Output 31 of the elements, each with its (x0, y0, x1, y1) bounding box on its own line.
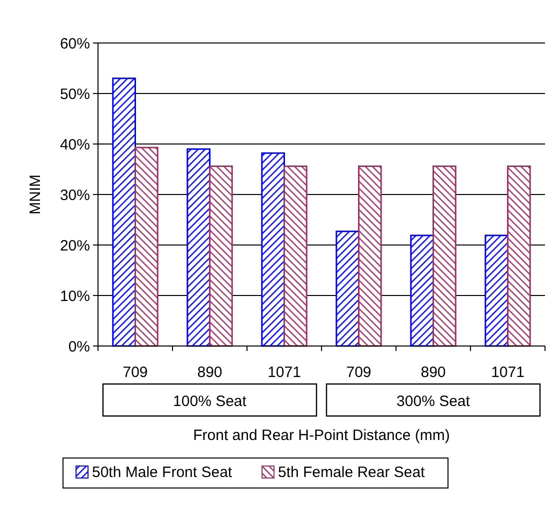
x-tick-label: 890 (197, 364, 222, 381)
x-tick-label: 1071 (491, 364, 524, 381)
bar (358, 165, 382, 347)
x-tick-label: 890 (420, 364, 446, 381)
x-tick-label: 1071 (268, 364, 301, 381)
bar (484, 234, 508, 347)
x-tick-label: 709 (122, 364, 148, 381)
bar (410, 234, 434, 347)
bar (186, 148, 210, 347)
legend-label: 50th Male Front Seat (92, 464, 233, 481)
y-tick-label: 60% (60, 35, 90, 52)
legend-label: 5th Female Rear Seat (278, 464, 426, 481)
y-axis-title: MNIM (27, 174, 44, 214)
x-axis-title: Front and Rear H-Point Distance (mm) (193, 427, 450, 444)
y-tick-label: 10% (60, 288, 90, 305)
text: 100% Seat (173, 393, 248, 410)
y-tick-label: 20% (60, 237, 90, 254)
y-tick-label: 50% (60, 86, 90, 103)
bar (134, 146, 158, 347)
bar (284, 165, 308, 347)
bar (209, 165, 233, 347)
bar (336, 230, 360, 347)
y-tick-label: 40% (60, 136, 90, 154)
y-tick-label: 30% (60, 186, 90, 204)
bar (507, 165, 531, 347)
bar (432, 165, 456, 347)
y-tick-label: 0% (68, 338, 90, 356)
bar (112, 78, 136, 347)
x-tick-label: 709 (346, 364, 372, 381)
text: 300% Seat (396, 393, 471, 410)
bar (261, 152, 285, 347)
